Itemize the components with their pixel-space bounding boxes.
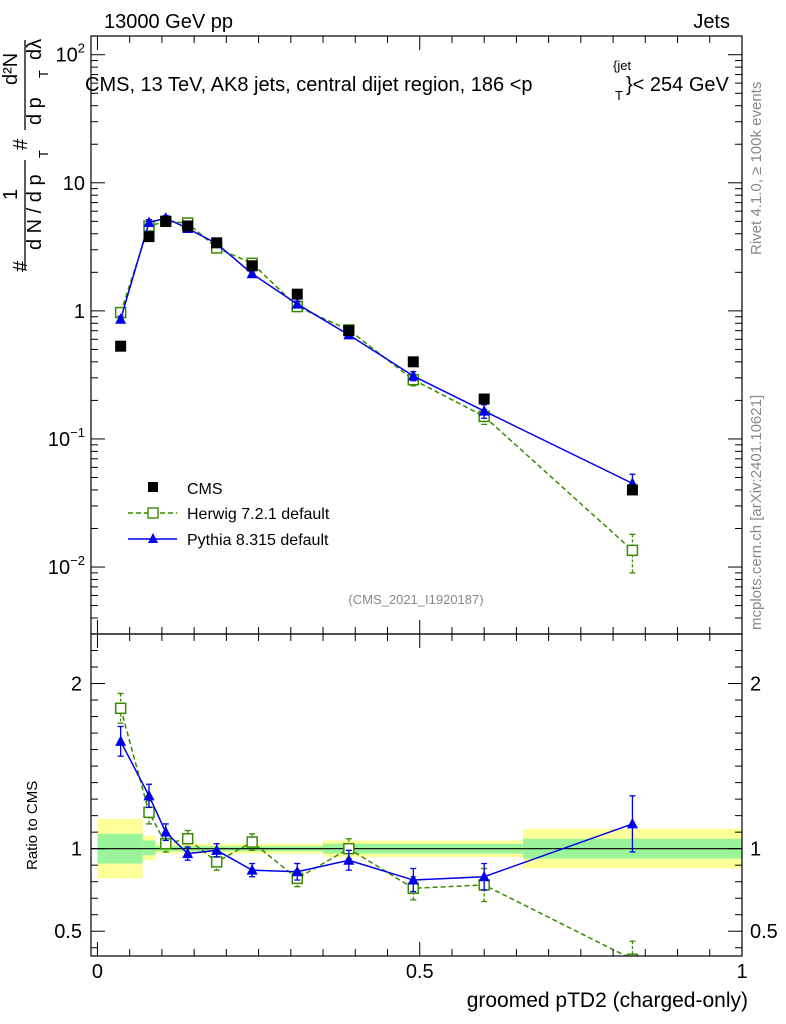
legend-pythia-label: Pythia 8.315 default — [187, 532, 329, 549]
ylabel-hash-2: # — [10, 138, 32, 150]
ratio-band-inner — [142, 840, 156, 856]
main-ylabel: # 1 d N / d p T # d²N d p T dλ — [0, 39, 51, 272]
main-cms-point — [182, 220, 194, 232]
main-pythia-point — [478, 405, 490, 416]
legend-herwig-marker — [147, 507, 159, 519]
ylabel-denom: d N / d p — [24, 174, 46, 250]
ylabel-dlambda: dλ — [24, 39, 46, 60]
ratio-pythia-point — [246, 864, 258, 875]
ratio-herwig-point — [114, 702, 127, 715]
legend-herwig: Herwig 7.2.1 default — [128, 506, 330, 523]
legend-herwig-label: Herwig 7.2.1 default — [187, 506, 330, 523]
main-cms-point — [343, 325, 355, 337]
header-right: Jets — [693, 11, 730, 33]
xlabel: groomed pTD2 (charged-only) — [467, 989, 748, 1012]
main-herwig-line — [119, 220, 633, 551]
ratio-ylabel: Ratio to CMS — [24, 781, 41, 870]
mcplots-label: mcplots.cern.ch [arXiv:2401.10621] — [748, 395, 765, 630]
main-cms-point — [407, 356, 419, 368]
ratio-pythia-point — [291, 865, 303, 877]
main-pythia-point — [291, 298, 303, 309]
main-pythia-point — [246, 267, 258, 279]
ylabel-sub-t: T — [36, 150, 51, 158]
title-sup: {jet — [613, 58, 631, 73]
ratio-pythia-point — [626, 817, 638, 829]
main-cms-point — [246, 260, 258, 272]
ylabel-numer: d²N — [0, 53, 22, 85]
ratio-pythia-point — [160, 826, 172, 837]
main-cms-point — [160, 215, 172, 227]
analysis-watermark: (CMS_2021_I1920187) — [348, 592, 483, 607]
ratio-pythia-point — [182, 847, 194, 859]
legend: CMS Herwig 7.2.1 default Pythia 8.315 de… — [128, 481, 330, 549]
ylabel-sub-t-2: T — [36, 70, 51, 78]
legend-cms-marker — [148, 482, 158, 492]
main-pythia-point — [143, 216, 155, 227]
ratio-ytick-label-left: 0.5 — [54, 921, 82, 943]
xtick-label: 1 — [736, 961, 747, 983]
ratio-pythia-point — [143, 789, 155, 801]
main-cms-point — [143, 231, 155, 243]
main-cms-point — [211, 237, 223, 249]
ratio-herwig-point — [246, 836, 258, 848]
plot-title: CMS, 13 TeV, AK8 jets, central dijet reg… — [85, 58, 730, 103]
ratio-pythia-point — [343, 854, 355, 865]
ratio-ytick-label-right: 2 — [750, 674, 761, 696]
main-cms-point — [291, 288, 303, 300]
xtick-label: 0.5 — [406, 961, 434, 983]
rivet-version-label: Rivet 4.1.0, ≥ 100k events — [748, 82, 765, 255]
ylabel-one: 1 — [0, 189, 22, 200]
ratio-frame — [90, 633, 743, 957]
main-ytick-label: 10−2 — [48, 553, 85, 579]
ratio-pythia-point — [407, 874, 419, 885]
main-herwig-point — [626, 544, 639, 557]
ratio-herwig-point — [143, 806, 155, 819]
ratio-herwig-point — [181, 833, 194, 845]
ratio-pythia-point — [115, 735, 127, 746]
main-ytick-label: 10−1 — [48, 425, 85, 451]
ratio-ytick-label-right: 0.5 — [750, 921, 778, 943]
ratio-ytick-label-left: 2 — [71, 674, 82, 696]
title-post: }< 254 GeV — [626, 74, 730, 96]
main-pythia-point — [115, 313, 127, 324]
xtick-label: 0 — [92, 961, 103, 983]
ratio-ytick-label-left: 1 — [71, 839, 82, 861]
main-series-layer — [114, 212, 639, 574]
ratio-pythia-point — [211, 844, 223, 855]
ratio-band-layer — [91, 818, 742, 879]
ratio-ytick-label-right: 1 — [750, 839, 761, 861]
title-sub: T — [615, 88, 623, 103]
ratio-herwig-point — [210, 856, 223, 868]
main-cms-point — [115, 340, 127, 352]
legend-cms: CMS — [148, 481, 223, 498]
main-cms-point — [478, 393, 490, 405]
main-cms-point — [626, 484, 638, 496]
header-left: 13000 GeV pp — [104, 11, 233, 33]
main-pythia-point — [407, 370, 419, 381]
main-ytick-label: 10 — [63, 173, 85, 195]
ratio-series-layer — [114, 692, 639, 956]
ylabel-numer-denom: d p — [24, 97, 46, 125]
legend-pythia-marker — [148, 533, 158, 543]
title-main: CMS, 13 TeV, AK8 jets, central dijet reg… — [85, 74, 533, 96]
main-ytick-label: 102 — [56, 41, 85, 67]
ylabel-hash-1: # — [10, 260, 32, 272]
main-ytick-label: 1 — [74, 301, 85, 323]
ratio-herwig-point — [626, 953, 639, 956]
legend-cms-label: CMS — [187, 481, 223, 498]
legend-pythia: Pythia 8.315 default — [128, 532, 329, 549]
title-pre: CMS, 13 TeV, AK8 jets, central dijet reg… — [85, 74, 533, 96]
ratio-pythia-point — [478, 870, 490, 882]
